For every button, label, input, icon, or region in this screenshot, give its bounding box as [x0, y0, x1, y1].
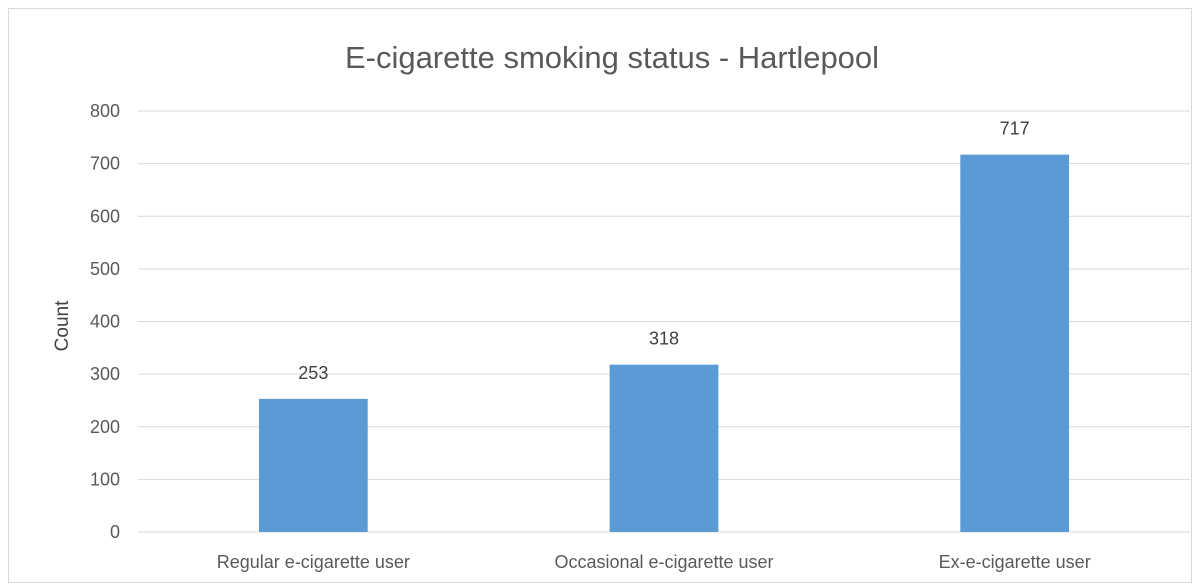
bars: [258, 154, 1070, 532]
bar-2: [609, 364, 719, 532]
y-tick-label: 800: [90, 101, 120, 121]
y-tick-label: 100: [90, 469, 120, 489]
data-label-3: 717: [1000, 119, 1030, 139]
y-tick-label: 600: [90, 206, 120, 226]
y-axis-title: Count: [52, 300, 73, 351]
y-tick-label: 400: [90, 312, 120, 332]
y-tick-label: 300: [90, 364, 120, 384]
chart-title: E-cigarette smoking status - Hartlepool: [345, 40, 879, 75]
x-tick-label-1: Regular e-cigarette user: [217, 552, 410, 572]
y-tick-label: 700: [90, 154, 120, 174]
y-tick-label: 0: [110, 522, 120, 542]
data-labels: 253 318 717: [298, 119, 1029, 383]
y-tick-label: 500: [90, 259, 120, 279]
y-tick-label: 200: [90, 417, 120, 437]
y-axis-ticks: 0 100 200 300 400 500 600 700 800: [90, 101, 120, 542]
x-axis-labels: Regular e-cigarette user Occasional e-cig…: [217, 552, 1091, 572]
data-label-1: 253: [298, 363, 328, 383]
bar-1: [258, 398, 368, 532]
x-tick-label-3: Ex-e-cigarette user: [939, 552, 1091, 572]
bar-3: [960, 154, 1070, 532]
x-tick-label-2: Occasional e-cigarette user: [554, 552, 773, 572]
data-label-2: 318: [649, 329, 679, 349]
